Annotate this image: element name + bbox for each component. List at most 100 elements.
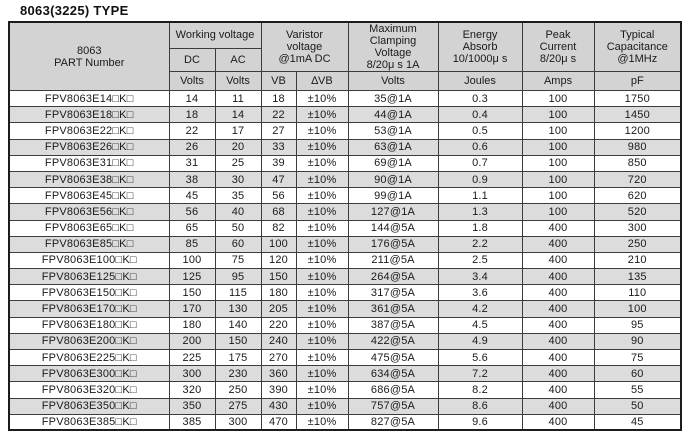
peak-current-cell: 400 [521,397,595,415]
part-number-cell: FPV8063E26□K□ [8,138,170,156]
ac-volts-cell: 95 [214,268,262,286]
table-row: FPV8063E320□K□ 320 250 390 ±10% 686@5A 8.2 400 5… [8,381,682,399]
peak-current-cell: 400 [521,332,595,351]
delta-vb-cell: ±10% [295,300,349,318]
capacitance-cell: 45 [593,413,682,431]
dc-volts-cell: 18 [168,106,216,124]
energy-cell: 2.5 [437,251,523,270]
capacitance-cell: 100 [593,300,682,318]
part-number-cell: FPV8063E200□K□ [8,332,170,351]
vb-cell: 120 [260,251,297,270]
unit-amps: Amps [521,71,595,91]
unit-vb: VB [260,71,297,91]
capacitance-cell: 95 [593,316,682,334]
vb-cell: 100 [260,235,297,253]
table-row: FPV8063E56□K□ 56 40 68 ±10% 127@1A 1.3 100 520 [8,203,682,221]
vb-cell: 150 [260,268,297,286]
clamping-voltage-cell: 317@5A [347,284,439,302]
ac-volts-cell: 35 [214,187,262,205]
capacitance-cell: 300 [593,219,682,237]
part-number-cell: FPV8063E350□K□ [8,397,170,415]
clamping-voltage-cell: 634@5A [347,365,439,383]
part-number-cell: FPV8063E85□K□ [8,235,170,253]
energy-cell: 1.3 [437,203,523,221]
dc-volts-cell: 170 [168,300,216,318]
ac-volts-cell: 30 [214,170,262,189]
energy-cell: 0.7 [437,154,523,172]
clamping-voltage-cell: 63@1A [347,138,439,156]
vb-cell: 240 [260,332,297,351]
energy-cell: 0.3 [437,89,523,108]
capacitance-cell: 520 [593,203,682,221]
part-number-cell: FPV8063E385□K□ [8,413,170,431]
ac-volts-cell: 25 [214,154,262,172]
table-row: FPV8063E31□K□ 31 25 39 ±10% 69@1A 0.7 100 850 [8,154,682,172]
col-header-peak-current: Peak Current 8/20μ s [521,21,595,72]
table-row: FPV8063E100□K□ 100 75 120 ±10% 211@5A 2.5 400 21… [8,251,682,270]
peak-current-cell: 400 [521,300,595,318]
header-group-row: 8063 PART Number Working voltage Varisto… [8,21,682,91]
peak-current-cell: 400 [521,316,595,334]
part-number-cell: FPV8063E65□K□ [8,219,170,237]
delta-vb-cell: ±10% [295,251,349,270]
clamping-voltage-cell: 264@5A [347,268,439,286]
unit-ac-volts: Volts [214,71,262,91]
part-number-cell: FPV8063E100□K□ [8,251,170,270]
vb-cell: 430 [260,397,297,415]
ac-volts-cell: 230 [214,365,262,383]
ac-volts-cell: 250 [214,381,262,399]
clamping-voltage-cell: 144@5A [347,219,439,237]
table-row: FPV8063E65□K□ 65 50 82 ±10% 144@5A 1.8 400 300 [8,219,682,237]
ac-volts-cell: 140 [214,316,262,334]
dc-volts-cell: 320 [168,381,216,399]
delta-vb-cell: ±10% [295,397,349,415]
col-header-energy-absorb: Energy Absorb 10/1000μ s [437,21,523,72]
table-row: FPV8063E180□K□ 180 140 220 ±10% 387@5A 4.5 400 9… [8,316,682,334]
table-row: FPV8063E14□K□ 14 11 18 ±10% 35@1A 0.3 100 1750 [8,89,682,108]
vb-cell: 68 [260,203,297,221]
col-header-max-clamping-voltage: Maximum Clamping Voltage 8/20μ s 1A [347,21,439,72]
delta-vb-cell: ±10% [295,187,349,205]
vb-cell: 470 [260,413,297,431]
energy-cell: 4.5 [437,316,523,334]
table-row: FPV8063E200□K□ 200 150 240 ±10% 422@5A 4.9 400 9… [8,332,682,351]
dc-volts-cell: 300 [168,365,216,383]
clamping-voltage-cell: 757@5A [347,397,439,415]
clamping-voltage-cell: 99@1A [347,187,439,205]
capacitance-cell: 250 [593,235,682,253]
ac-volts-cell: 300 [214,413,262,431]
vb-cell: 205 [260,300,297,318]
clamping-voltage-cell: 35@1A [347,89,439,108]
capacitance-cell: 620 [593,187,682,205]
part-number-cell: FPV8063E18□K□ [8,106,170,124]
part-number-cell: FPV8063E14□K□ [8,89,170,108]
unit-delta-vb: ∆VB [295,71,349,91]
part-number-cell: FPV8063E22□K□ [8,122,170,140]
col-header-dc: DC [168,47,216,73]
unit-clamping-volts: Volts [347,71,439,91]
peak-current-cell: 100 [521,170,595,189]
vb-cell: 270 [260,348,297,367]
vb-cell: 180 [260,284,297,302]
table-row: FPV8063E85□K□ 85 60 100 ±10% 176@5A 2.2 400 250 [8,235,682,253]
dc-volts-cell: 45 [168,187,216,205]
clamping-voltage-cell: 44@1A [347,106,439,124]
part-number-cell: FPV8063E320□K□ [8,381,170,399]
clamping-voltage-cell: 69@1A [347,154,439,172]
spec-table: 8063 PART Number Working voltage Varisto… [8,21,683,432]
ac-volts-cell: 130 [214,300,262,318]
col-header-part-number: 8063 PART Number [8,21,170,91]
part-number-cell: FPV8063E170□K□ [8,300,170,318]
energy-cell: 3.4 [437,268,523,286]
table-row: FPV8063E350□K□ 350 275 430 ±10% 757@5A 8.6 400 5… [8,397,682,415]
dc-volts-cell: 225 [168,348,216,367]
ac-volts-cell: 14 [214,106,262,124]
clamping-voltage-cell: 53@1A [347,122,439,140]
table-row: FPV8063E150□K□ 150 115 180 ±10% 317@5A 3.6 400 1… [8,284,682,302]
peak-current-cell: 400 [521,381,595,399]
unit-joules: Joules [437,71,523,91]
energy-cell: 1.1 [437,187,523,205]
clamping-voltage-cell: 686@5A [347,381,439,399]
energy-cell: 4.2 [437,300,523,318]
